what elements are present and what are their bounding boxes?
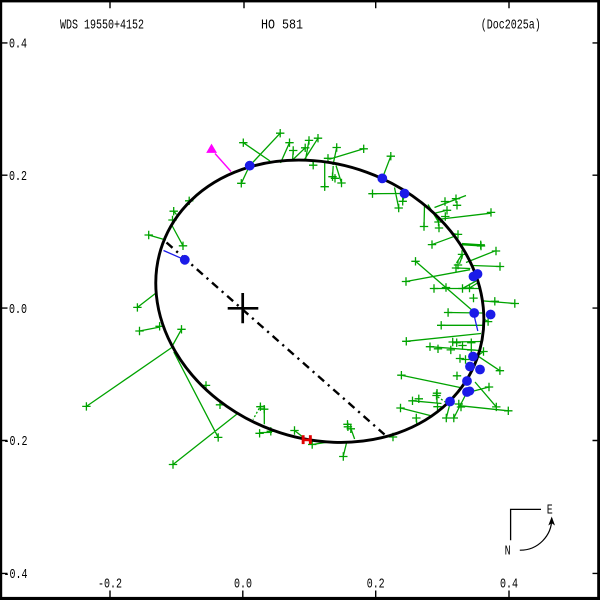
svg-text:-0.2: -0.2 <box>98 577 122 593</box>
svg-text:0.2: 0.2 <box>367 577 385 593</box>
svg-text:0.4: 0.4 <box>500 577 518 593</box>
svg-text:0.4: 0.4 <box>9 37 27 53</box>
svg-text:-0.2: -0.2 <box>4 434 28 450</box>
svg-text:0.0: 0.0 <box>234 577 252 593</box>
svg-text:-0.4: -0.4 <box>4 567 28 583</box>
svg-text:N: N <box>505 544 511 560</box>
svg-text:0.0: 0.0 <box>9 302 27 318</box>
svg-text:0.2: 0.2 <box>9 169 27 185</box>
svg-text:(Doc2025a): (Doc2025a) <box>481 17 541 33</box>
svg-text:E: E <box>547 503 553 519</box>
svg-text:WDS 19550+4152: WDS 19550+4152 <box>60 17 144 33</box>
svg-text:HO 581: HO 581 <box>261 17 303 33</box>
